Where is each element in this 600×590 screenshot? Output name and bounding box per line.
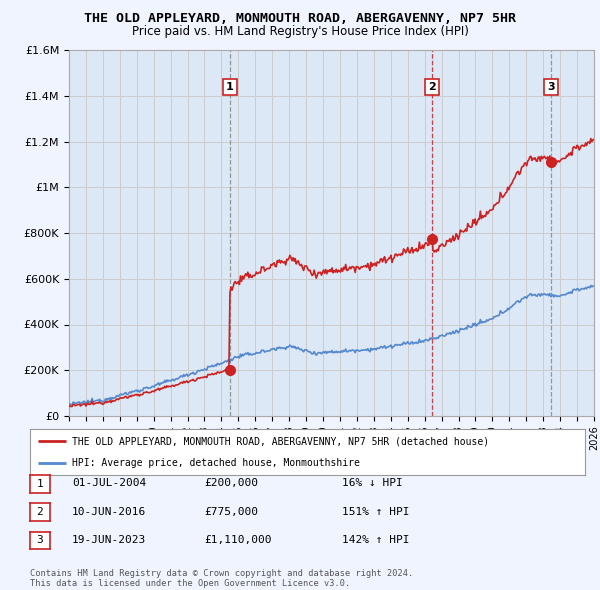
Text: £1,110,000: £1,110,000: [204, 535, 271, 545]
Text: 1: 1: [37, 479, 43, 489]
Text: 19-JUN-2023: 19-JUN-2023: [72, 535, 146, 545]
Text: £200,000: £200,000: [204, 478, 258, 488]
Text: 151% ↑ HPI: 151% ↑ HPI: [342, 507, 409, 516]
Text: 16% ↓ HPI: 16% ↓ HPI: [342, 478, 403, 488]
Text: 10-JUN-2016: 10-JUN-2016: [72, 507, 146, 516]
Text: 3: 3: [547, 82, 555, 91]
Text: HPI: Average price, detached house, Monmouthshire: HPI: Average price, detached house, Monm…: [71, 457, 359, 467]
Text: 01-JUL-2004: 01-JUL-2004: [72, 478, 146, 488]
Text: 142% ↑ HPI: 142% ↑ HPI: [342, 535, 409, 545]
Text: £775,000: £775,000: [204, 507, 258, 516]
Text: Contains HM Land Registry data © Crown copyright and database right 2024.
This d: Contains HM Land Registry data © Crown c…: [30, 569, 413, 588]
Text: 2: 2: [37, 507, 43, 517]
Text: Price paid vs. HM Land Registry's House Price Index (HPI): Price paid vs. HM Land Registry's House …: [131, 25, 469, 38]
Text: THE OLD APPLEYARD, MONMOUTH ROAD, ABERGAVENNY, NP7 5HR (detached house): THE OLD APPLEYARD, MONMOUTH ROAD, ABERGA…: [71, 437, 489, 447]
Text: 3: 3: [37, 536, 43, 545]
Text: 2: 2: [428, 82, 436, 91]
Text: THE OLD APPLEYARD, MONMOUTH ROAD, ABERGAVENNY, NP7 5HR: THE OLD APPLEYARD, MONMOUTH ROAD, ABERGA…: [84, 12, 516, 25]
Text: 1: 1: [226, 82, 234, 91]
